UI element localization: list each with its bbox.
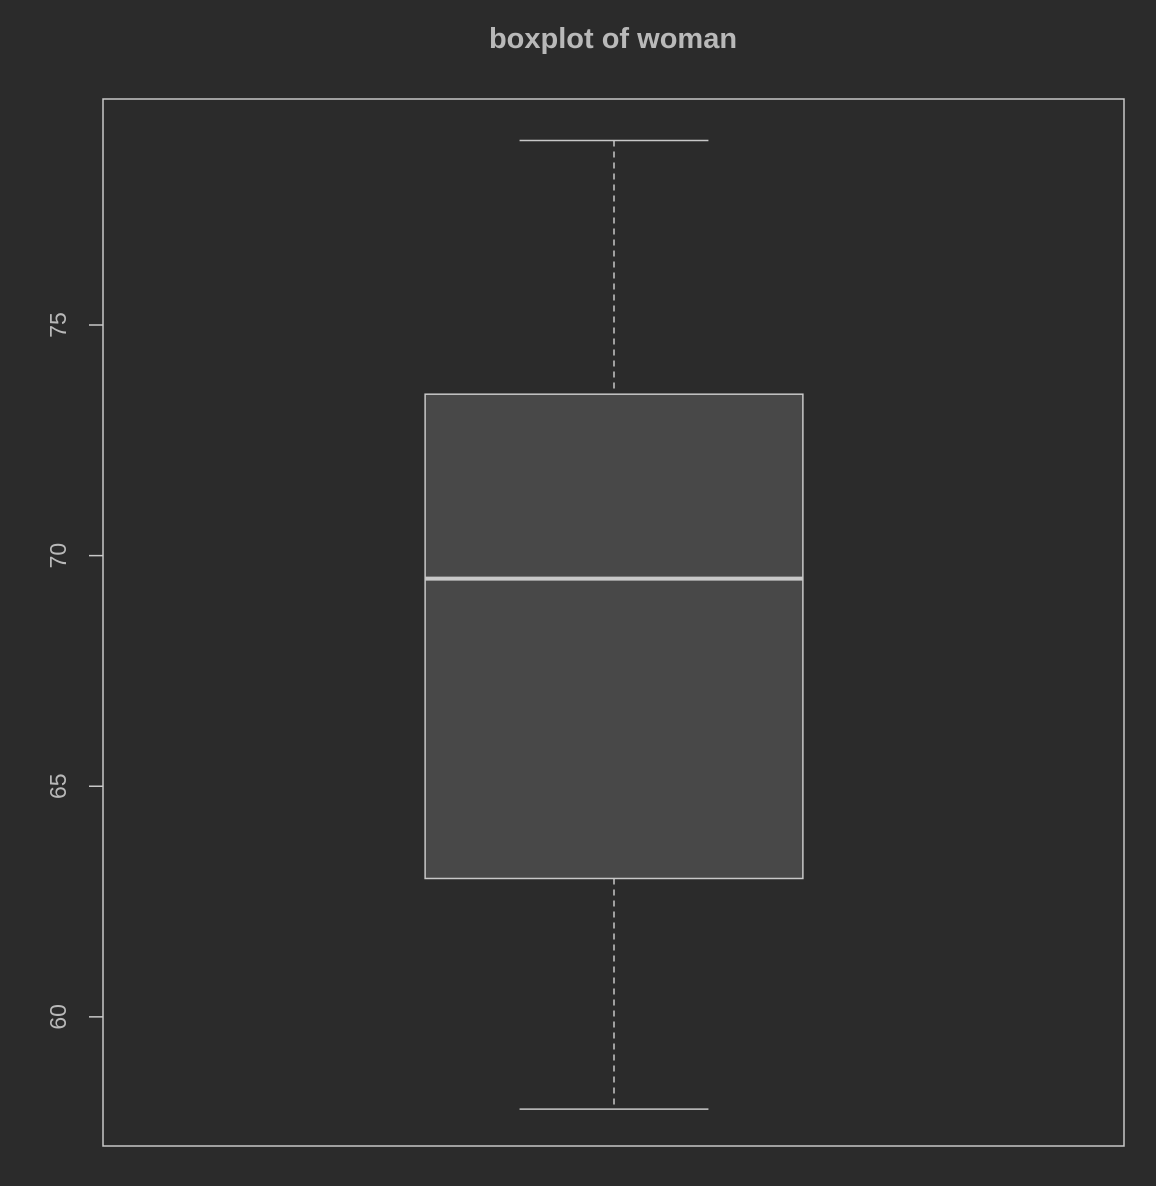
y-tick-label: 75 — [45, 312, 71, 338]
y-axis: 60 65 70 75 — [45, 312, 103, 1030]
y-tick-label: 65 — [45, 773, 71, 799]
box-group — [424, 139, 804, 1110]
y-tick-label: 70 — [45, 543, 71, 569]
y-tick-label: 60 — [45, 1004, 71, 1030]
interquartile-box — [424, 393, 804, 880]
chart-title: boxplot of woman — [489, 23, 737, 55]
plot-frame — [102, 98, 1125, 1147]
